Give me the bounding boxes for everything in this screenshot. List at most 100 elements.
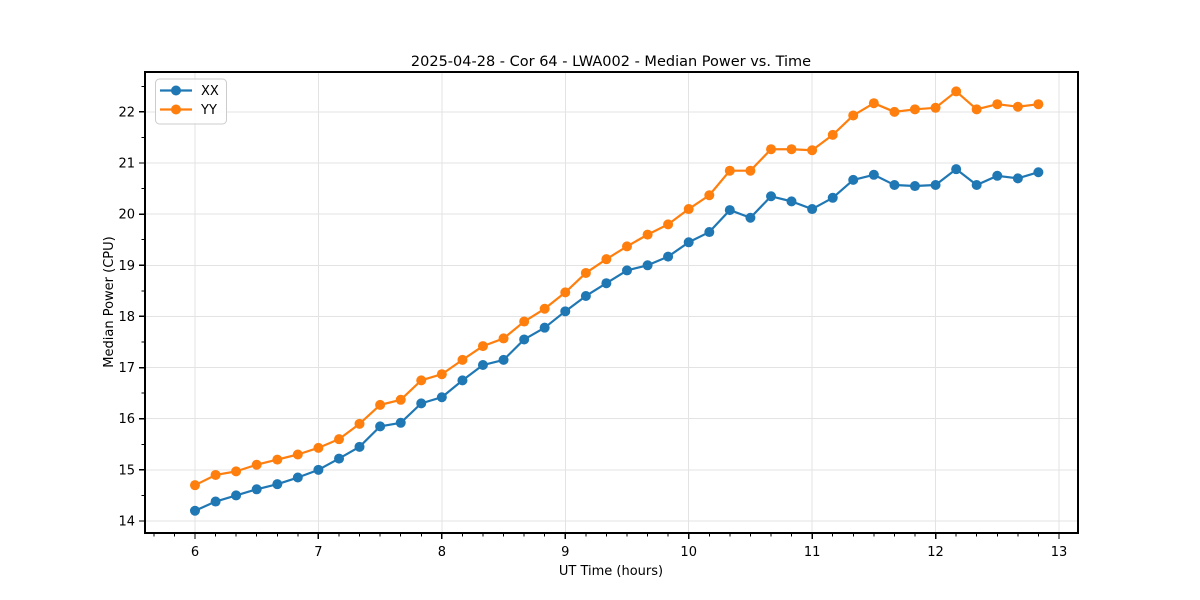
data-point-xx [724,205,735,216]
data-point-yy [1012,101,1023,112]
data-point-yy [971,104,982,115]
data-point-xx [745,212,756,223]
x-tick-label: 7 [314,545,322,560]
x-tick-label: 8 [438,545,446,560]
data-point-yy [663,219,674,230]
data-point-yy [375,399,386,410]
axis-ticks [139,85,1060,539]
data-point-xx [909,181,920,192]
data-point-xx [1033,167,1044,178]
data-point-xx [683,237,694,248]
data-point-yy [457,354,468,365]
data-point-yy [807,145,818,156]
data-point-yy [395,394,406,405]
data-point-yy [724,165,735,176]
legend-marker-yy-icon [171,104,181,115]
x-tick-label: 9 [561,545,569,560]
data-point-yy [436,369,447,380]
data-point-xx [992,170,1003,181]
data-point-xx [210,496,221,507]
data-point-xx [334,453,345,464]
data-point-xx [580,290,591,301]
grid-lines [145,72,1078,533]
data-point-yy [766,144,777,155]
data-point-yy [930,102,941,113]
plot-border [144,71,1079,534]
legend-marker-xx-icon [171,85,181,96]
data-point-yy [231,466,242,477]
y-tick-label: 15 [118,463,135,478]
y-axis-label: Median Power (CPU) [102,236,117,367]
data-point-yy [683,204,694,215]
y-tick-label: 16 [118,412,135,427]
data-point-xx [786,196,797,207]
data-point-xx [1012,173,1023,184]
series-line-yy [193,90,1040,487]
data-point-yy [580,267,591,278]
data-point-yy [272,454,283,465]
data-point-yy [827,129,838,140]
data-point-xx [848,174,859,185]
data-point-xx [395,417,406,428]
data-point-xx [416,398,427,409]
data-point-yy [354,418,365,429]
data-point-yy [189,480,200,491]
data-point-xx [375,421,386,432]
data-point-yy [704,190,715,201]
data-point-xx [292,472,303,483]
data-series [189,86,1044,516]
x-tick-label: 13 [1051,545,1068,560]
data-point-xx [601,278,612,289]
data-point-yy [416,375,427,386]
data-point-xx [231,490,242,501]
data-point-xx [930,180,941,191]
data-point-yy [292,449,303,460]
series-line-xx [193,168,1040,512]
y-tick-label: 17 [118,361,135,376]
data-point-xx [498,354,509,365]
data-point-xx [560,306,571,317]
data-point-yy [601,254,612,265]
data-point-xx [951,164,962,175]
data-point-yy [889,106,900,117]
data-point-yy [786,144,797,155]
data-point-yy [992,99,1003,110]
axis-tick-labels: 6 7 8 9 10 11 12 13 14 15 16 17 18 19 20 21 22 [118,105,1067,560]
data-point-yy [539,303,550,314]
x-tick-label: 11 [804,545,821,560]
legend-label-xx: XX [201,84,219,99]
y-tick-label: 19 [118,259,135,274]
y-tick-label: 21 [118,157,135,172]
data-point-xx [189,505,200,516]
data-point-xx [539,322,550,333]
data-point-xx [519,334,530,345]
y-tick-label: 18 [118,310,135,325]
data-point-yy [642,229,653,240]
data-point-yy [848,110,859,121]
data-point-yy [560,287,571,298]
x-tick-label: 6 [191,545,199,560]
data-point-xx [477,360,488,371]
data-point-xx [889,180,900,191]
data-point-xx [766,191,777,202]
data-point-yy [868,98,879,109]
x-tick-label: 12 [927,545,944,560]
data-point-yy [313,442,324,453]
data-point-xx [704,227,715,238]
data-point-yy [951,86,962,97]
data-point-xx [868,169,879,180]
data-point-xx [313,464,324,475]
legend-label-yy: YY [200,103,217,118]
data-point-yy [621,241,632,252]
data-point-xx [436,392,447,403]
data-point-xx [827,192,838,203]
data-point-yy [210,469,221,480]
data-point-xx [971,180,982,191]
data-point-yy [334,434,345,445]
data-point-yy [1033,99,1044,110]
y-tick-label: 14 [118,514,135,529]
data-point-xx [807,204,818,215]
data-point-yy [745,165,756,176]
